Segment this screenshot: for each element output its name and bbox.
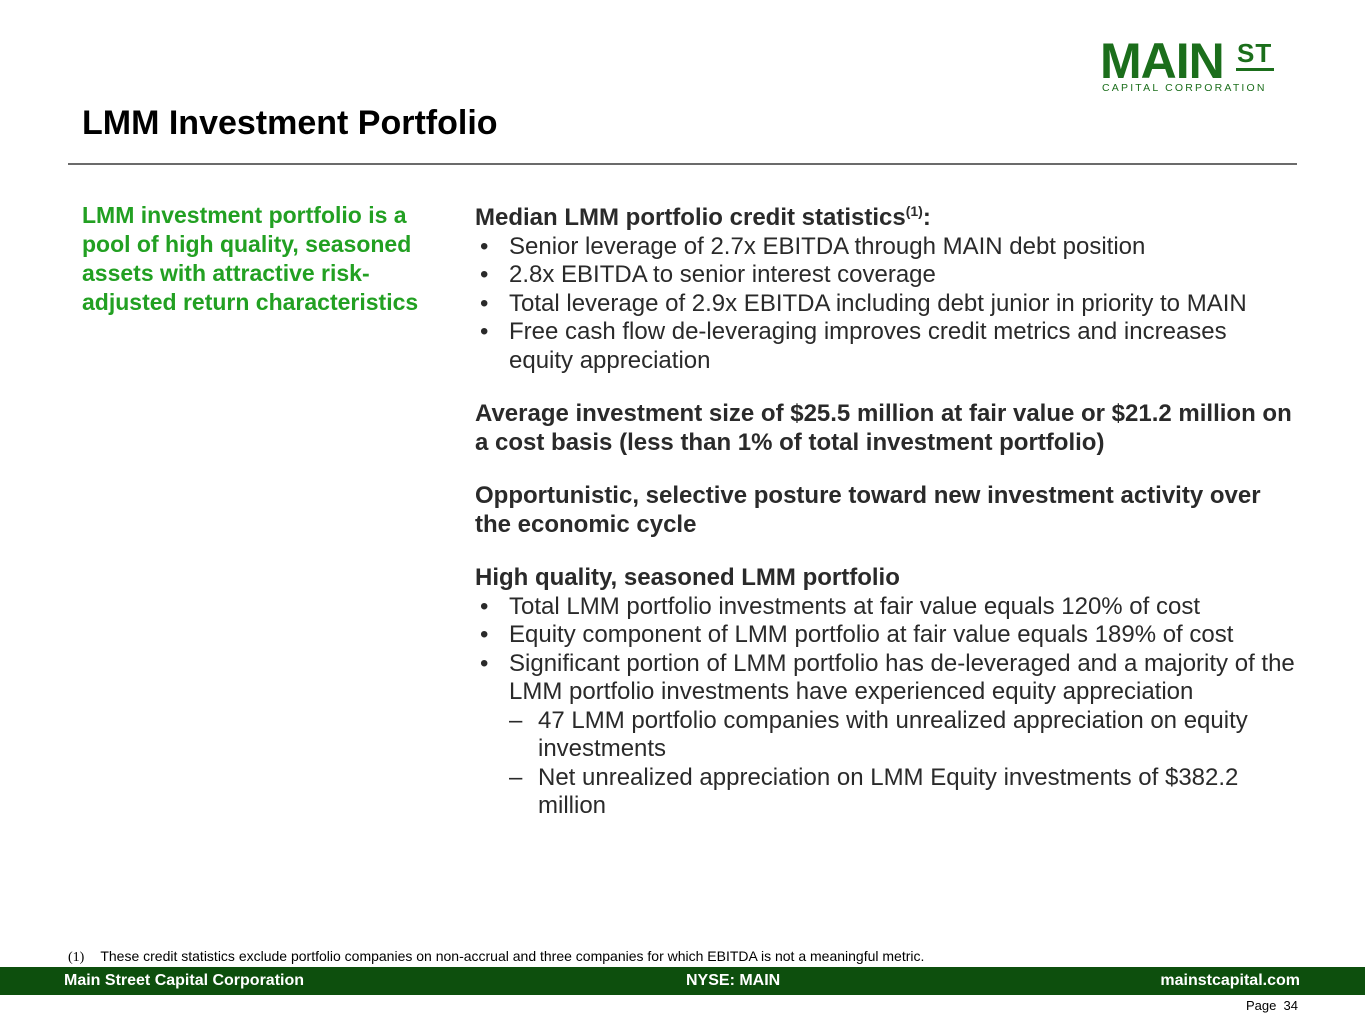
list-item: Equity component of LMM portfolio at fai… — [475, 621, 1295, 650]
list-item: Free cash flow de-leveraging improves cr… — [475, 318, 1295, 375]
title-divider — [68, 163, 1297, 165]
list-item: Senior leverage of 2.7x EBITDA through M… — [475, 233, 1295, 262]
footnote-ref: (1) — [905, 203, 923, 219]
footer-website-link[interactable]: mainstcapital.com — [1160, 972, 1300, 989]
footer-company: Main Street Capital Corporation — [64, 972, 305, 989]
main-content: Median LMM portfolio credit statistics(1… — [475, 197, 1295, 821]
list-item: Total leverage of 2.9x EBITDA including … — [475, 290, 1295, 319]
list-item: 2.8x EBITDA to senior interest coverage — [475, 261, 1295, 290]
avg-investment-text: Average investment size of $25.5 million… — [475, 400, 1292, 456]
heading-colon: : — [922, 204, 931, 231]
logo-subtitle: CAPITAL CORPORATION — [1102, 82, 1267, 94]
footnote-mark: (1) — [68, 950, 85, 965]
credit-stats-list: Senior leverage of 2.7x EBITDA through M… — [475, 233, 1295, 376]
sub-list-item: Net unrealized appreciation on LMM Equit… — [475, 764, 1295, 821]
page-number: Page 34 — [1245, 998, 1298, 1013]
logo-st-text: ST — [1237, 38, 1273, 68]
footer-bar: Main Street Capital Corporation NYSE: MA… — [0, 967, 1365, 995]
company-logo: MAIN ST CAPITAL CORPORATION — [1100, 36, 1280, 96]
page-title: LMM Investment Portfolio — [82, 104, 498, 142]
list-item: Significant portion of LMM portfolio has… — [475, 650, 1295, 707]
footnote: (1) These credit statistics exclude portf… — [68, 948, 924, 966]
callout-text: LMM investment portfolio is a pool of hi… — [82, 202, 419, 315]
credit-stats-heading: Median LMM portfolio credit statistics(1… — [475, 197, 1295, 233]
logo-underline — [1236, 68, 1274, 71]
quality-list: Total LMM portfolio investments at fair … — [475, 593, 1295, 821]
footnote-text: These credit statistics exclude portfoli… — [100, 948, 925, 964]
posture-text: Opportunistic, selective posture toward … — [475, 482, 1261, 538]
logo-main-text: MAIN — [1100, 33, 1225, 89]
footer-ticker: NYSE: MAIN — [686, 972, 781, 989]
sub-list-item: 47 LMM portfolio companies with unrealiz… — [475, 707, 1295, 764]
quality-heading: High quality, seasoned LMM portfolio — [475, 564, 900, 591]
credit-stats-heading-text: Median LMM portfolio credit statistics — [475, 204, 906, 231]
list-item: Total LMM portfolio investments at fair … — [475, 593, 1295, 622]
